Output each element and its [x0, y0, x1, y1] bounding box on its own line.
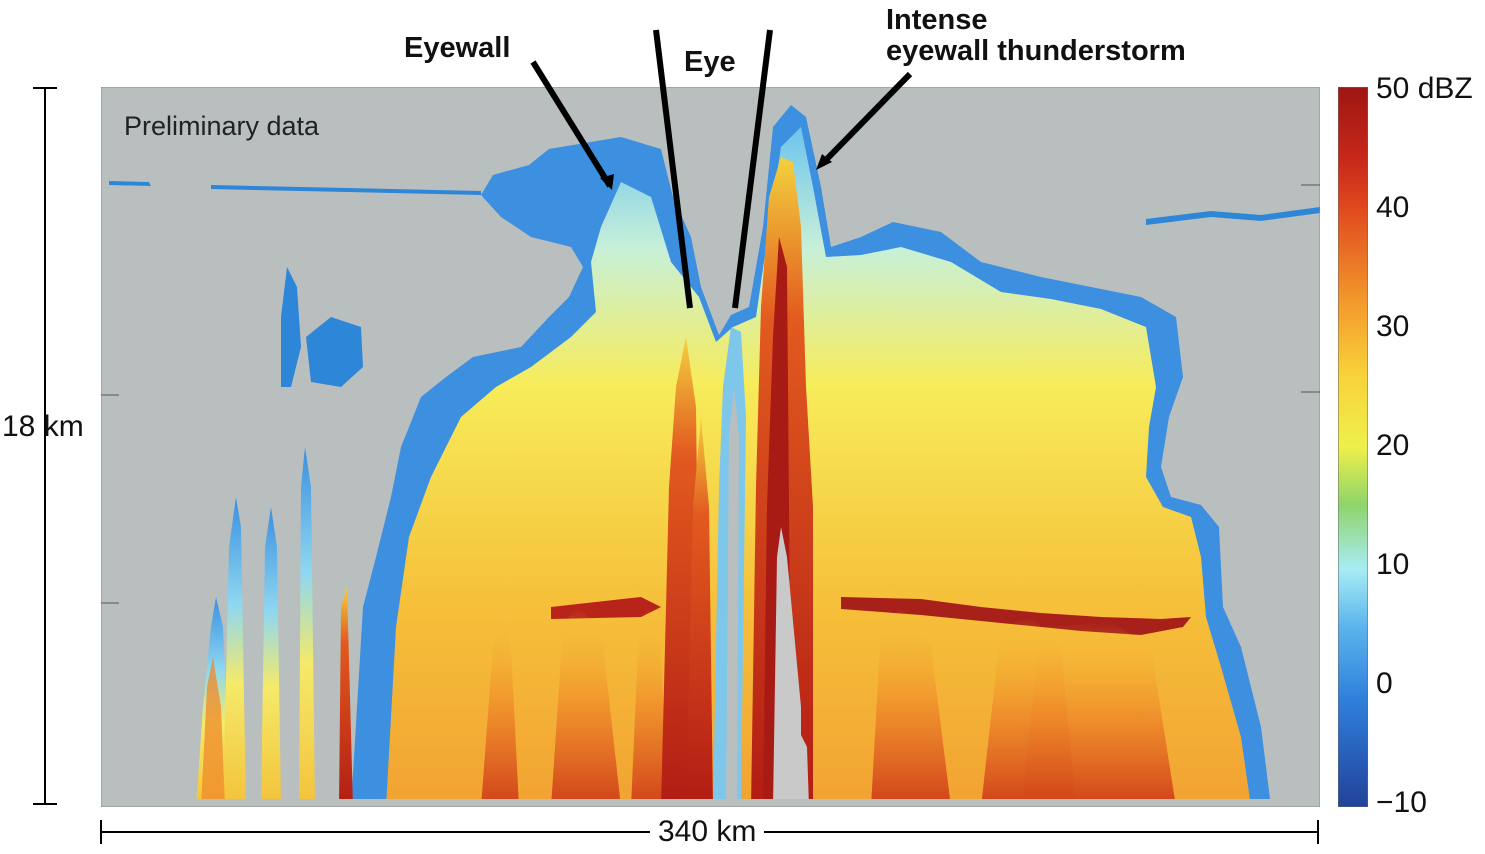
eyewall-arrowhead	[600, 174, 614, 190]
intense-label-line2: eyewall thunderstorm	[886, 35, 1186, 67]
colorbar-tick-label: 20	[1376, 429, 1410, 462]
eye-label: Eye	[684, 46, 736, 78]
colorbar	[1338, 87, 1368, 807]
thunderstorm-pointer	[819, 71, 913, 167]
colorbar-tick-label: 0	[1376, 667, 1393, 700]
colorbar-tick-label: −10	[1376, 786, 1427, 819]
colorbar-tick-label: 50 dBZ	[1376, 72, 1473, 105]
eye-left-pointer	[653, 29, 693, 309]
colorbar-tick-label: 40	[1376, 191, 1410, 224]
colorbar-tick-label: 10	[1376, 548, 1410, 581]
colorbar-ticks: 50 dBZ 40 30 20 10 0 −10	[1376, 72, 1485, 832]
intense-label-line1: Intense	[886, 4, 988, 36]
eye-right-pointer	[732, 29, 773, 309]
width-dimension-label: 340 km	[650, 815, 765, 849]
eyewall-pointer	[530, 60, 613, 188]
radar-cross-section	[101, 87, 1320, 807]
height-dimension-label: 18 km	[2, 410, 84, 443]
colorbar-tick-label: 30	[1376, 310, 1410, 343]
thunderstorm-arrowhead	[816, 154, 832, 170]
preliminary-data-note: Preliminary data	[124, 111, 320, 141]
eyewall-label: Eyewall	[404, 32, 511, 64]
